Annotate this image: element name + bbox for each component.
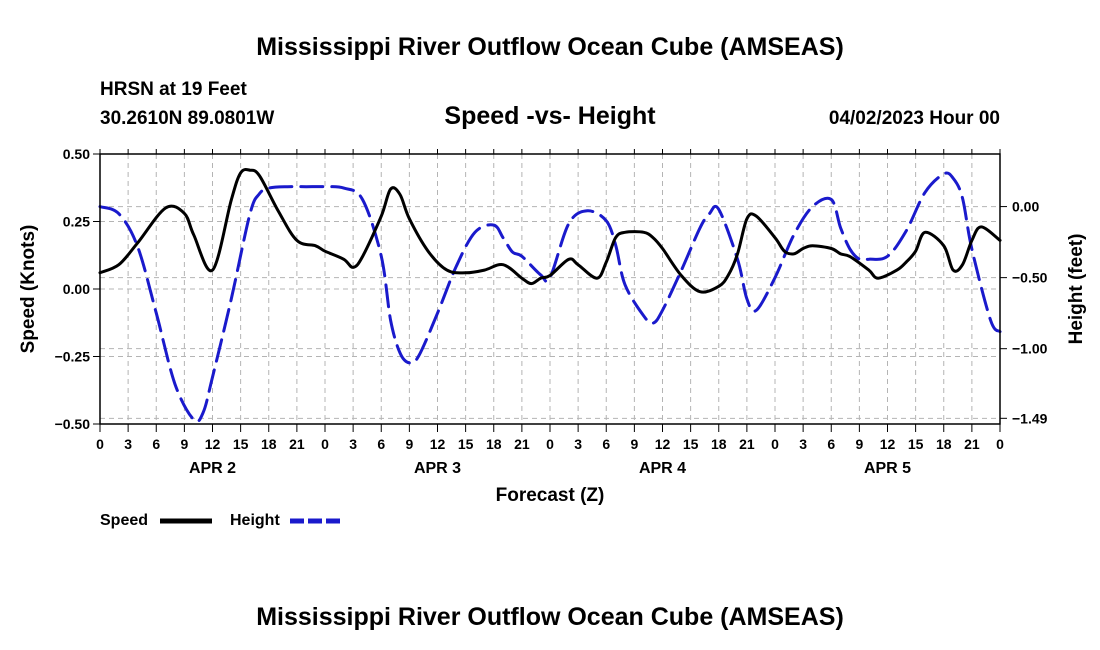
x-tick-label: 0 [996,436,1004,452]
x-tick-label: 15 [233,436,249,452]
date-label: APR 2 [189,460,236,477]
date-label: APR 5 [864,460,911,477]
x-tick-label: 18 [261,436,277,452]
y-tick-label: 0.00 [63,281,90,297]
y2-tick-label: −0.50 [1012,270,1048,286]
x-tick-label: 6 [377,436,385,452]
x-tick-label: 9 [180,436,188,452]
x-tick-label: 6 [152,436,160,452]
y-tick-label: 0.25 [63,214,90,230]
legend: Speed Height [100,512,342,529]
x-tick-label: 15 [908,436,924,452]
x-tick-label: 21 [514,436,530,452]
y-tick-label: 0.50 [63,146,90,162]
y-axis-label: Speed (Knots) [18,225,39,354]
forecast-datetime: 04/02/2023 Hour 00 [829,108,1000,129]
series-layer [98,168,1002,424]
footer-title: Mississippi River Outflow Ocean Cube (AM… [256,603,844,631]
series-line-speed [98,168,1002,294]
x-tick-label: 21 [289,436,305,452]
x-tick-label: 6 [827,436,835,452]
x-tick-label: 3 [349,436,357,452]
station-label: HRSN at 19 Feet [100,79,247,100]
x-tick-label: 15 [458,436,474,452]
x-tick-label: 3 [574,436,582,452]
date-label: APR 4 [639,460,686,477]
x-tick-label: 21 [739,436,755,452]
date-label: APR 3 [414,460,461,477]
y2-tick-label: −1.49 [1012,410,1048,426]
grid [100,154,1000,424]
x-tick-label: 12 [430,436,446,452]
x-tick-label: 0 [96,436,104,452]
x-tick-label: 9 [630,436,638,452]
x-tick-label: 12 [880,436,896,452]
x-tick-label: 12 [655,436,671,452]
legend-speed-label: Speed [100,512,148,529]
x-tick-label: 3 [124,436,132,452]
x-tick-label: 18 [711,436,727,452]
x-tick-label: 21 [964,436,980,452]
x-tick-label: 0 [321,436,329,452]
y2-tick-label: −1.00 [1012,341,1048,357]
series-line-height [98,171,1002,424]
legend-height-label: Height [230,512,280,529]
x-axis-label: Forecast (Z) [496,485,605,506]
y-tick-label: −0.25 [55,349,91,365]
y2-tick-label: 0.00 [1012,199,1039,215]
y2-axis-label: Height (feet) [1066,234,1087,345]
x-tick-label: 18 [936,436,952,452]
x-tick-label: 15 [683,436,699,452]
main-title: Mississippi River Outflow Ocean Cube (AM… [256,33,844,61]
x-tick-label: 3 [799,436,807,452]
station-coordinates: 30.2610N 89.0801W [100,108,274,129]
x-tick-label: 6 [602,436,610,452]
chart-subtitle: Speed -vs- Height [444,102,656,130]
x-tick-label: 9 [405,436,413,452]
x-tick-label: 12 [205,436,221,452]
x-tick-label: 9 [855,436,863,452]
x-tick-label: 0 [546,436,554,452]
x-tick-label: 18 [486,436,502,452]
axes: 0 3 6 9 12 15 18 21 0 3 6 9 12 15 18 21 0 3 6 9 12 15 18 21 0 3 6 9… [55,146,1048,477]
y-tick-label: −0.50 [55,416,91,432]
x-tick-label: 0 [771,436,779,452]
